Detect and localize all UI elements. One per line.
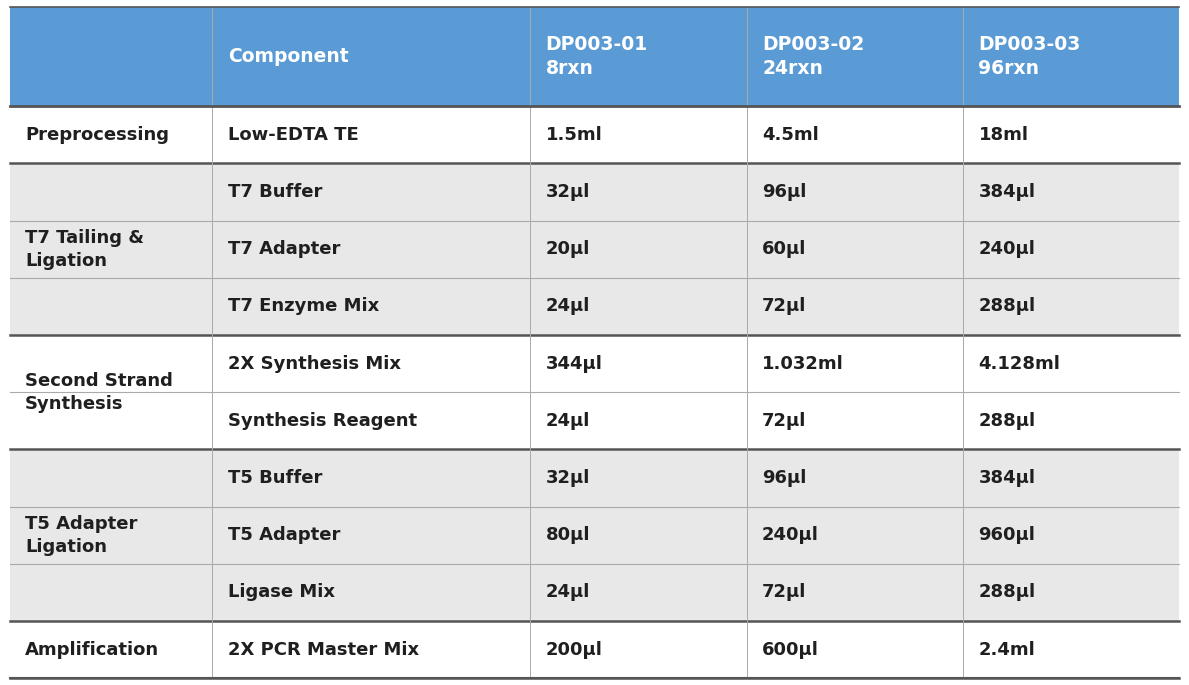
Text: 72μl: 72μl	[762, 412, 806, 429]
Bar	[10, 106, 1179, 164]
Text: Ligase Mix: Ligase Mix	[228, 584, 335, 601]
Text: 4.128ml: 4.128ml	[979, 355, 1061, 373]
Bar	[10, 164, 1179, 221]
Text: 60μl: 60μl	[762, 240, 806, 258]
Bar	[10, 335, 1179, 393]
Text: 24μl: 24μl	[546, 297, 590, 315]
Text: 288μl: 288μl	[979, 412, 1036, 429]
Text: 1.032ml: 1.032ml	[762, 355, 844, 373]
Text: 96μl: 96μl	[762, 469, 806, 487]
Text: DP003-03
96rxn: DP003-03 96rxn	[979, 35, 1081, 78]
Text: 72μl: 72μl	[762, 584, 806, 601]
Text: T7 Tailing &
Ligation: T7 Tailing & Ligation	[25, 229, 144, 270]
Text: Preprocessing: Preprocessing	[25, 126, 169, 144]
Text: 18ml: 18ml	[979, 126, 1028, 144]
Text: Amplification: Amplification	[25, 640, 159, 658]
Text: 2X Synthesis Mix: 2X Synthesis Mix	[228, 355, 401, 373]
Bar	[10, 221, 1179, 278]
Text: 4.5ml: 4.5ml	[762, 126, 819, 144]
Text: 600μl: 600μl	[762, 640, 819, 658]
Text: 1.5ml: 1.5ml	[546, 126, 603, 144]
Text: T7 Adapter: T7 Adapter	[228, 240, 340, 258]
Text: 240μl: 240μl	[762, 526, 819, 544]
Text: 288μl: 288μl	[979, 584, 1036, 601]
Bar	[10, 278, 1179, 335]
Text: Low-EDTA TE: Low-EDTA TE	[228, 126, 358, 144]
Bar	[10, 7, 1179, 106]
Text: 72μl: 72μl	[762, 297, 806, 315]
Text: T7 Buffer: T7 Buffer	[228, 183, 322, 201]
Bar	[10, 449, 1179, 507]
Text: 288μl: 288μl	[979, 297, 1036, 315]
Text: 2X PCR Master Mix: 2X PCR Master Mix	[228, 640, 419, 658]
Text: 344μl: 344μl	[546, 355, 603, 373]
Bar	[10, 621, 1179, 678]
Text: 32μl: 32μl	[546, 469, 590, 487]
Text: Component: Component	[228, 47, 348, 66]
Text: 960μl: 960μl	[979, 526, 1036, 544]
Text: 384μl: 384μl	[979, 469, 1036, 487]
Bar	[10, 507, 1179, 564]
Text: T5 Adapter
Ligation: T5 Adapter Ligation	[25, 514, 138, 556]
Text: T5 Adapter: T5 Adapter	[228, 526, 340, 544]
Bar	[10, 393, 1179, 449]
Text: 384μl: 384μl	[979, 183, 1036, 201]
Text: Synthesis Reagent: Synthesis Reagent	[228, 412, 417, 429]
Text: T5 Buffer: T5 Buffer	[228, 469, 322, 487]
Text: 240μl: 240μl	[979, 240, 1036, 258]
Text: T7 Enzyme Mix: T7 Enzyme Mix	[228, 297, 379, 315]
Text: DP003-01
8rxn: DP003-01 8rxn	[546, 35, 648, 78]
Bar	[10, 564, 1179, 621]
Text: 96μl: 96μl	[762, 183, 806, 201]
Text: 80μl: 80μl	[546, 526, 590, 544]
Text: 24μl: 24μl	[546, 412, 590, 429]
Text: 32μl: 32μl	[546, 183, 590, 201]
Text: Second Strand
Synthesis: Second Strand Synthesis	[25, 372, 172, 412]
Text: 200μl: 200μl	[546, 640, 603, 658]
Text: 20μl: 20μl	[546, 240, 590, 258]
Text: 24μl: 24μl	[546, 584, 590, 601]
Text: 2.4ml: 2.4ml	[979, 640, 1036, 658]
Text: DP003-02
24rxn: DP003-02 24rxn	[762, 35, 864, 78]
